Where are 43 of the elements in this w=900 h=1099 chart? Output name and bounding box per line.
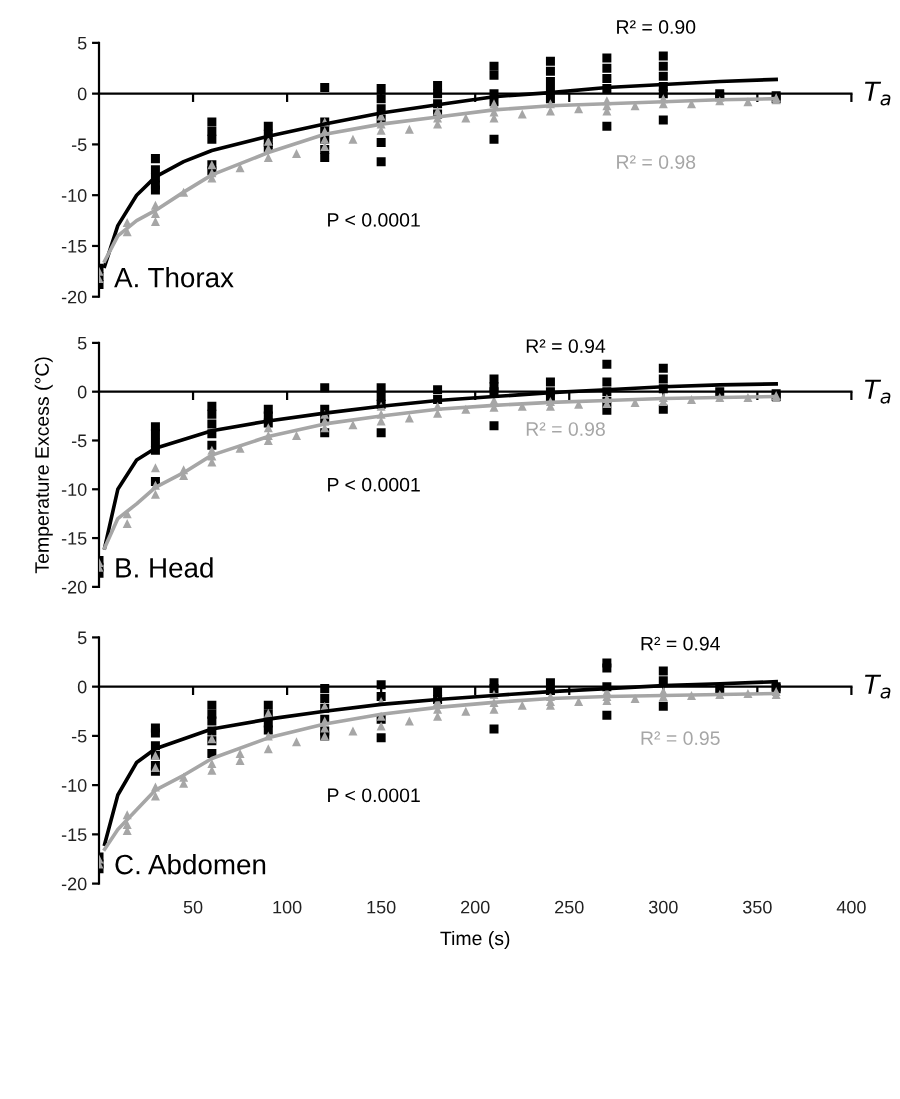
ref-line-label: T$_{a}$ xyxy=(865,81,891,106)
y-tick-label: -20 xyxy=(61,877,87,891)
x-tick-label: 400 xyxy=(836,900,866,914)
x-axis-title: Time (s) xyxy=(440,930,510,950)
annotation: P < 0.0001 xyxy=(328,477,420,492)
annotation: P < 0.0001 xyxy=(328,788,420,803)
annotation: R² = 0.98 xyxy=(526,422,605,436)
x-tick-label: 200 xyxy=(461,900,490,914)
y-tick-label: -20 xyxy=(61,580,87,594)
y-tick-label: -5 xyxy=(71,434,87,448)
text: R² = 0.90 xyxy=(617,20,696,34)
annotation: R² = 0.98 xyxy=(617,155,696,169)
y-tick-label: -10 xyxy=(61,189,87,202)
y-tick-label: 5 xyxy=(77,631,87,645)
annotation: P < 0.0001 xyxy=(328,213,420,227)
annotation: R² = 0.95 xyxy=(641,731,720,746)
annotation: R² = 0.94 xyxy=(641,636,720,651)
y-axis-title: Temperature Excess (°C) xyxy=(34,357,53,574)
y-tick-label: -15 xyxy=(61,828,87,842)
x-tick-label: 150 xyxy=(367,900,396,914)
y-tick-label: 0 xyxy=(77,87,87,101)
ref-line-label: T$_{a}$ xyxy=(865,379,891,404)
y-tick-label: -20 xyxy=(61,290,87,304)
y-tick-label: -5 xyxy=(71,730,87,743)
y-tick-label: -5 xyxy=(71,138,87,152)
x-tick-label: 100 xyxy=(273,900,302,914)
x-tick-label: 250 xyxy=(555,900,584,914)
y-tick-label: -10 xyxy=(61,779,87,792)
text: B. Head xyxy=(116,557,213,578)
y-tick-label: 5 xyxy=(77,337,87,350)
text: A. Thorax xyxy=(114,267,234,288)
y-tick-label: -15 xyxy=(61,532,87,545)
y-tick-label: 5 xyxy=(77,36,87,50)
y-tick-label: 0 xyxy=(77,385,87,399)
x-tick-label: 50 xyxy=(183,900,203,914)
text: C. Abdomen xyxy=(115,854,266,875)
x-tick-label: 300 xyxy=(648,900,678,914)
ref-line-label: T$_{a}$ xyxy=(865,674,891,699)
y-tick-label: 0 xyxy=(77,680,87,694)
x-tick-label: 350 xyxy=(742,900,772,914)
annotation: R² = 0.94 xyxy=(526,339,606,353)
y-tick-label: -15 xyxy=(61,240,87,253)
y-tick-label: -10 xyxy=(61,483,87,496)
